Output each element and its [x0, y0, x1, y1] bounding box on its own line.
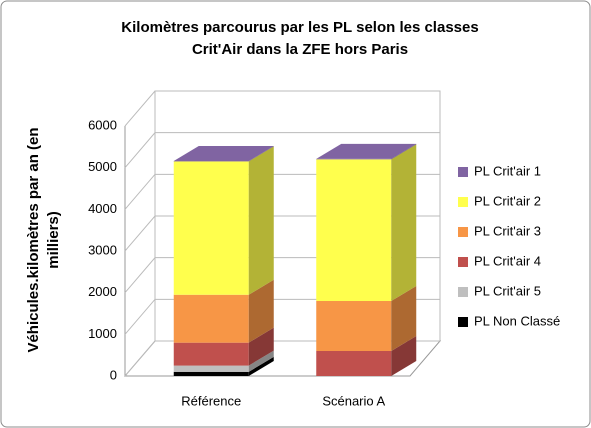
- bar-segment-side: [391, 143, 417, 160]
- legend-swatch: [458, 317, 468, 327]
- legend-label: PL Crit'air 2: [474, 193, 541, 208]
- bar-top: [316, 143, 417, 159]
- legend-label: PL Non Classé: [474, 313, 560, 328]
- y-tick-label: 1000: [88, 326, 117, 341]
- grid-line: [124, 90, 440, 127]
- bar-segment-side: [248, 146, 274, 295]
- legend-label: PL Crit'air 5: [474, 283, 541, 298]
- bar-top: [173, 146, 274, 161]
- y-tick-label: 3000: [88, 242, 117, 257]
- y-axis-label-line: milliers): [45, 211, 62, 269]
- bar-segment-side: [391, 336, 417, 376]
- legend-swatch: [458, 227, 468, 237]
- y-tick-label: 2000: [88, 284, 117, 299]
- chart-title: Crit'Air dans la ZFE hors Paris: [192, 41, 408, 58]
- bar-segment: [173, 342, 249, 366]
- bar-segment: [173, 294, 249, 343]
- y-tick-label: 4000: [88, 201, 117, 216]
- bar-segment: [316, 351, 392, 376]
- y-axis-label-line: Véhicules.kilomètres par an (en: [25, 127, 42, 352]
- y-tick-label: 5000: [88, 159, 117, 174]
- bar-segment-side: [391, 286, 417, 351]
- bar-segment-side: [248, 279, 274, 343]
- bar-segment: [173, 371, 249, 376]
- bar-segment: [316, 301, 392, 351]
- bar-segment-side: [248, 356, 274, 376]
- y-tick-label: 0: [110, 367, 117, 382]
- bar-segment: [316, 159, 392, 301]
- y-axis-label: Véhicules.kilomètres par an (en milliers…: [25, 127, 62, 352]
- legend-swatch: [458, 197, 468, 207]
- bar-segment-side: [248, 350, 274, 372]
- x-tick-label: Scénario A: [322, 393, 385, 408]
- legend-swatch: [458, 257, 468, 267]
- grid-line: [124, 132, 440, 168]
- bar-segment-side: [248, 146, 274, 162]
- legend-label: PL Crit'air 1: [474, 163, 541, 178]
- bar-segment: [173, 365, 249, 372]
- legend-label: PL Crit'air 4: [474, 253, 541, 268]
- legend-swatch: [458, 287, 468, 297]
- chart-title: Kilomètres parcourus par les PL selon le…: [121, 19, 478, 36]
- bar-segment-side: [248, 327, 274, 366]
- bar-segment-side: [391, 144, 417, 301]
- legend-label: PL Crit'air 3: [474, 223, 541, 238]
- bar-segment: [173, 161, 249, 295]
- x-tick-label: Référence: [181, 393, 241, 408]
- legend-swatch: [458, 167, 468, 177]
- y-tick-label: 6000: [88, 117, 117, 132]
